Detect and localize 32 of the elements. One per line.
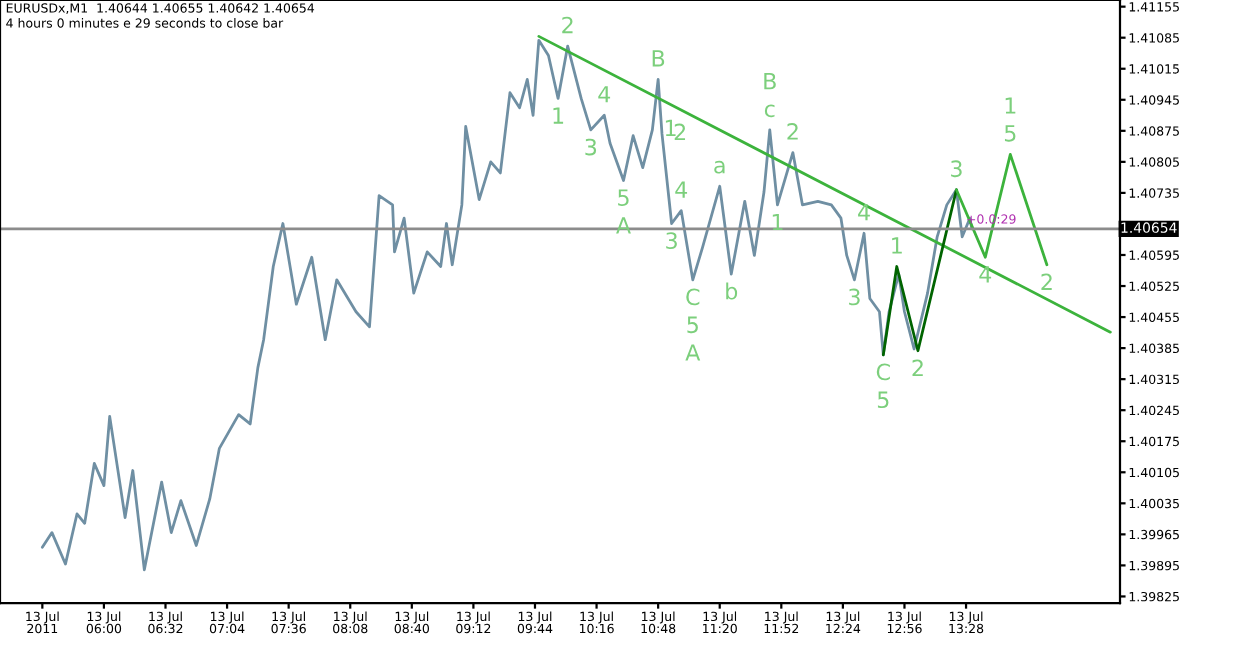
annotation: 2 xyxy=(1041,273,1052,290)
annotation: C xyxy=(876,363,890,381)
annotation: 2 xyxy=(912,359,923,376)
annotation: A xyxy=(685,344,701,361)
annotation: 1 xyxy=(892,237,902,254)
annotation: 2 xyxy=(787,123,798,140)
annotation: 2 xyxy=(562,16,573,34)
annotation: 5 xyxy=(618,189,629,207)
annotation: c xyxy=(764,104,775,118)
line-series xyxy=(881,188,958,357)
annotation: 2 xyxy=(674,123,686,141)
annotation: 4 xyxy=(858,204,870,221)
annotation: 5 xyxy=(877,391,889,409)
annotation: 3 xyxy=(849,288,860,306)
annotation: 3 xyxy=(666,232,677,250)
annotation: 1 xyxy=(772,213,783,231)
annotation: 5 xyxy=(687,316,698,334)
annotation: B xyxy=(652,50,665,67)
annotation: 3 xyxy=(585,138,597,156)
annotation: B xyxy=(764,73,776,90)
annotation: a xyxy=(714,160,725,174)
annotation: 5 xyxy=(1004,125,1016,142)
annotation: C xyxy=(686,288,700,306)
annotation: 4 xyxy=(675,181,688,198)
annotation: 4 xyxy=(598,86,611,103)
annotation: 1 xyxy=(1005,97,1016,114)
annotation: 4 xyxy=(979,266,992,283)
annotation: b xyxy=(726,282,738,300)
annotation: 3 xyxy=(951,160,962,178)
annotation: 1 xyxy=(553,107,564,124)
line-series xyxy=(955,152,1049,267)
annotation: 1 xyxy=(665,119,676,137)
